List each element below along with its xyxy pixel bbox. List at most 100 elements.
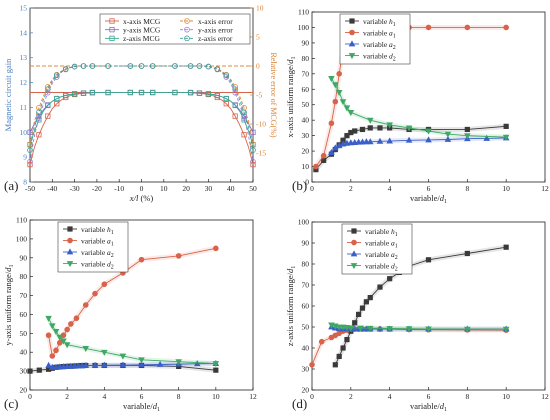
data-point [53,72,60,79]
data-point [386,122,393,129]
y-axis-label: x-axis uniform range/d1 [285,57,297,138]
y2-tick-label: -10 [256,120,266,129]
x-tick-label: 10 [502,392,510,401]
series-line [29,92,254,145]
legend-item: variable a2 [347,250,398,261]
y-tick-label: 110 [298,8,309,17]
series-x-axis-error [27,63,256,148]
legend-marker [184,35,190,42]
data-point [82,302,89,308]
x-tick-label: 4 [102,392,106,401]
legend-item: variable h1 [347,227,398,238]
y-tick-label: 50 [302,323,310,332]
data-point [232,113,238,119]
data-point [357,325,364,332]
data-point [187,90,194,96]
data-point [425,257,432,263]
data-point [80,90,87,96]
data-point [53,347,59,354]
data-point [223,95,229,102]
data-point [343,105,351,112]
legend-item: variable d2 [63,259,114,270]
data-point [36,132,42,138]
x-tick-label: 0 [310,184,314,193]
data-point [367,294,373,301]
series-line [315,125,507,170]
data-point [241,115,247,121]
legend-label: x-axis error [198,17,233,26]
legend-label: variable a2 [365,250,398,261]
data-point [82,361,90,369]
y-tick-label: 40 [302,344,310,353]
data-point [150,89,156,96]
data-point [344,133,350,139]
data-point [72,91,78,97]
data-point [127,89,133,96]
y-axis-label: z-axis uniform range/d1 [285,266,297,346]
data-point [347,325,355,332]
x-tick-label: 40 [227,184,235,193]
data-point [27,147,33,153]
data-point [425,128,432,135]
legend-marker [184,18,190,24]
data-point [156,360,164,367]
data-point [367,125,373,131]
y-tick-label: 70 [302,69,310,78]
data-point [376,137,384,144]
y-tick-label: 70 [302,281,310,290]
data-point [214,92,220,99]
legend-label: variable d2 [81,259,114,270]
y-tick-label: 50 [302,100,310,109]
panel-tag: (d) [292,396,307,411]
data-point [193,360,201,367]
y-axis-label: Magnetic circuit gain [3,58,13,131]
data-point [250,147,256,153]
data-point [425,136,432,143]
data-point [232,86,238,92]
series-variable-d2 [45,315,220,368]
panel-tag: (b) [292,178,307,193]
data-point [205,63,212,70]
legend-marker [184,26,190,33]
data-point [340,345,346,351]
data-point [405,326,413,333]
data-point [82,346,90,353]
data-point [250,141,256,148]
chart-panel-2: 0 2 4 6 8 10 12 0 10 20 30 40 50 60 70 80 90 100 110 variab… [285,8,549,206]
chart-panel-3: 0 2 4 6 8 10 12 20 30 40 50 60 70 80 90 100 110 variable/… [3,216,257,414]
data-point [138,89,145,96]
legend-label: variable h1 [363,17,396,28]
data-point [483,134,491,141]
legend-marker [66,248,74,255]
data-point [328,148,335,156]
data-point [503,123,509,129]
x-tick-label: 12 [541,392,549,401]
data-point [503,244,509,250]
legend-label: x-axis MCG [123,17,161,26]
data-point [250,161,256,168]
legend-item: variable h1 [345,17,396,28]
x-tick-label: -50 [25,184,35,193]
data-point [387,276,393,282]
y-tick-label: 60 [302,85,310,94]
data-point [241,132,247,138]
legend-label: variable a2 [81,248,114,259]
data-point [250,158,256,165]
data-point [62,66,69,72]
data-point [45,102,51,109]
data-point [63,342,71,349]
series-z-axis-mcg [27,89,256,148]
data-point [320,152,327,159]
data-point [363,138,370,145]
x-tick-label: 10 [160,184,168,193]
data-point [232,102,238,109]
legend-label: variable a2 [363,40,396,51]
data-point [328,76,335,83]
legend-label: y-axis MCG [123,25,161,34]
series-variable-a1 [45,245,219,359]
y-tick-label: 8 [23,178,27,187]
data-point [89,63,96,69]
x-tick-label: 4 [388,184,392,193]
y-tick-label: 60 [20,310,28,319]
